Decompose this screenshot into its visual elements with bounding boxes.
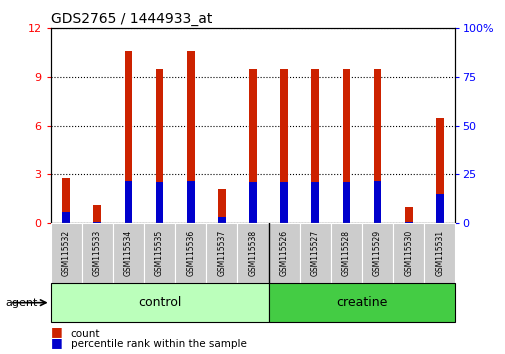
Bar — [280, 182, 287, 223]
Bar — [248, 69, 257, 223]
Text: GDS2765 / 1444933_at: GDS2765 / 1444933_at — [50, 12, 212, 26]
Text: ■: ■ — [50, 336, 62, 349]
Bar — [435, 194, 443, 223]
Bar — [50, 223, 82, 283]
Bar — [156, 182, 163, 223]
Bar — [404, 207, 412, 223]
Bar — [342, 69, 349, 223]
Text: GSM115529: GSM115529 — [372, 230, 381, 276]
Bar — [186, 51, 194, 223]
Bar — [82, 223, 113, 283]
Text: GSM115538: GSM115538 — [248, 230, 257, 276]
Text: GSM115534: GSM115534 — [124, 230, 133, 276]
Bar — [248, 182, 257, 223]
Bar — [373, 69, 381, 223]
Bar — [311, 182, 319, 223]
Text: GSM115533: GSM115533 — [92, 230, 102, 276]
Bar — [93, 205, 101, 223]
Text: GSM115536: GSM115536 — [186, 230, 195, 276]
Text: GSM115531: GSM115531 — [434, 230, 443, 276]
Text: count: count — [71, 329, 100, 339]
Bar — [62, 178, 70, 223]
Bar — [62, 212, 70, 223]
Text: GSM115532: GSM115532 — [62, 230, 71, 276]
Bar — [206, 223, 237, 283]
Text: GSM115537: GSM115537 — [217, 230, 226, 276]
Bar — [299, 223, 330, 283]
Bar — [93, 222, 101, 223]
Text: GSM115528: GSM115528 — [341, 230, 350, 276]
Bar — [361, 223, 392, 283]
Bar — [330, 223, 361, 283]
Bar — [175, 223, 206, 283]
Bar — [156, 69, 163, 223]
Bar — [144, 223, 175, 283]
Bar — [435, 118, 443, 223]
Text: creatine: creatine — [336, 296, 387, 309]
Text: GSM115527: GSM115527 — [310, 230, 319, 276]
Bar — [268, 283, 454, 322]
Bar — [392, 223, 423, 283]
Bar — [237, 223, 268, 283]
Bar — [404, 222, 412, 223]
Bar — [280, 69, 287, 223]
Text: GSM115535: GSM115535 — [155, 230, 164, 276]
Text: percentile rank within the sample: percentile rank within the sample — [71, 339, 246, 349]
Text: GSM115526: GSM115526 — [279, 230, 288, 276]
Bar — [218, 189, 225, 223]
Bar — [113, 223, 144, 283]
Text: ■: ■ — [50, 325, 62, 338]
Bar — [342, 182, 349, 223]
Bar — [186, 181, 194, 223]
Bar — [50, 283, 268, 322]
Bar — [373, 181, 381, 223]
Bar — [423, 223, 454, 283]
Bar — [268, 223, 299, 283]
Text: control: control — [138, 296, 181, 309]
Bar — [218, 217, 225, 223]
Bar — [124, 181, 132, 223]
Text: GSM115530: GSM115530 — [403, 230, 413, 276]
Bar — [311, 69, 319, 223]
Bar — [124, 51, 132, 223]
Text: agent: agent — [5, 298, 37, 308]
